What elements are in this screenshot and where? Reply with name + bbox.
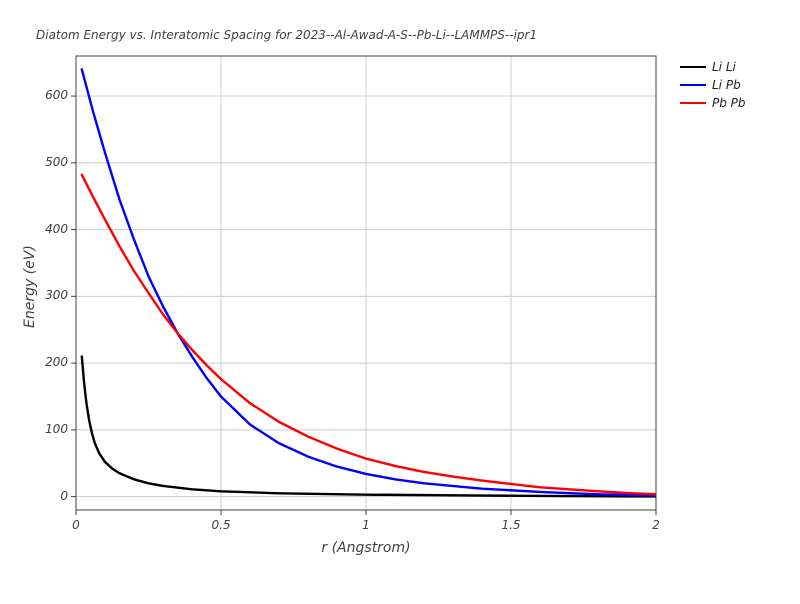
x-tick-label: 0.5 [201, 518, 241, 532]
y-tick-label: 100 [45, 422, 68, 436]
legend-label: Pb Pb [712, 96, 746, 110]
x-tick-label: 2 [636, 518, 676, 532]
x-axis-label: r (Angstrom) [266, 540, 466, 556]
legend-swatch [680, 66, 706, 68]
legend-item[interactable]: Li Pb [680, 76, 746, 94]
y-tick-label: 400 [45, 222, 68, 236]
chart-title: Diatom Energy vs. Interatomic Spacing fo… [36, 28, 537, 42]
x-tick-label: 0 [56, 518, 96, 532]
y-axis-label: Energy (eV) [22, 245, 38, 328]
y-tick-label: 0 [60, 489, 68, 503]
y-tick-label: 200 [45, 355, 68, 369]
legend-item[interactable]: Li Li [680, 58, 746, 76]
legend-swatch [680, 84, 706, 86]
series-pb-pb [82, 175, 656, 494]
y-tick-label: 300 [45, 288, 68, 302]
x-tick-label: 1 [346, 518, 386, 532]
y-tick-label: 500 [45, 155, 68, 169]
legend-swatch [680, 102, 706, 104]
legend: Li Li Li Pb Pb Pb [680, 58, 746, 112]
chart-container: Diatom Energy vs. Interatomic Spacing fo… [0, 0, 800, 600]
y-tick-label: 600 [45, 88, 68, 102]
x-tick-label: 1.5 [491, 518, 531, 532]
legend-label: Li Pb [712, 78, 741, 92]
legend-label: Li Li [712, 60, 736, 74]
series-li-pb [82, 69, 656, 495]
legend-item[interactable]: Pb Pb [680, 94, 746, 112]
